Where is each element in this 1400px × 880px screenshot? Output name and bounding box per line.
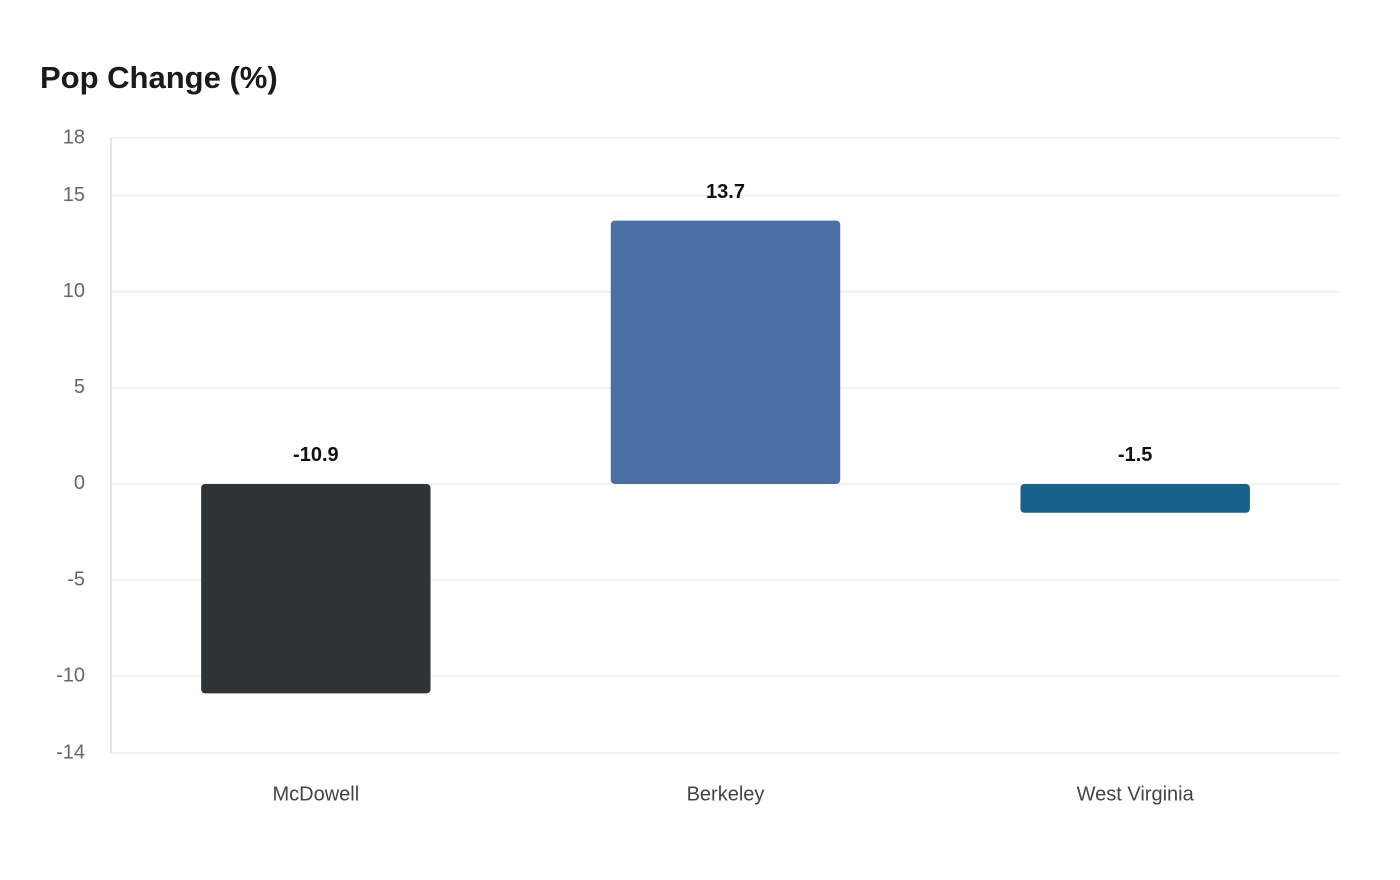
y-tick-label: 5 bbox=[74, 376, 85, 398]
x-tick-label: West Virginia bbox=[1077, 783, 1195, 805]
value-label: 13.7 bbox=[706, 181, 745, 203]
y-tick-label: -14 bbox=[56, 741, 85, 763]
x-tick-label: McDowell bbox=[272, 783, 359, 805]
x-tick-label: Berkeley bbox=[687, 783, 765, 805]
bar bbox=[201, 483, 431, 694]
value-label: -1.5 bbox=[1118, 444, 1152, 466]
y-tick-label: 0 bbox=[74, 472, 85, 494]
y-tick-label: 15 bbox=[63, 184, 85, 206]
bar bbox=[610, 220, 841, 484]
y-tick-label: 10 bbox=[63, 280, 85, 302]
y-tick-label: -10 bbox=[56, 664, 85, 686]
bar bbox=[1020, 483, 1250, 513]
value-label: -10.9 bbox=[293, 444, 339, 466]
chart-title: Pop Change (%) bbox=[40, 60, 278, 95]
y-tick-label: -5 bbox=[67, 568, 85, 590]
y-tick-label: 18 bbox=[63, 126, 85, 148]
